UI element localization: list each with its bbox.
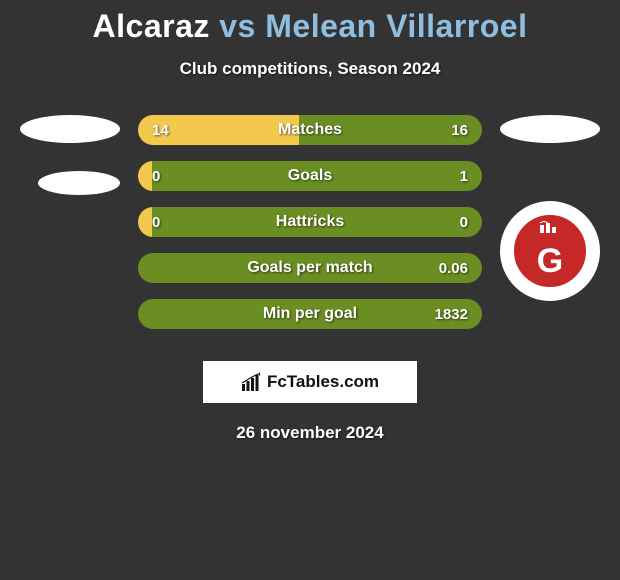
bar-left-segment xyxy=(138,161,152,191)
stat-label: Goals xyxy=(288,167,332,185)
stat-right-value: 16 xyxy=(451,122,468,139)
stat-row: Goals per match 0.06 xyxy=(138,253,482,283)
brand-badge[interactable]: FcTables.com xyxy=(203,361,417,403)
vs-text: vs xyxy=(219,8,256,44)
stat-row: Matches 14 16 xyxy=(138,115,482,145)
main-area: Matches 14 16 Goals 0 1 Hattricks 0 0 Goals per m… xyxy=(0,115,620,345)
stat-row: Hattricks 0 0 xyxy=(138,207,482,237)
comparison-card: Alcaraz vs Melean Villarroel Club compet… xyxy=(0,0,620,443)
stat-left-value: 0 xyxy=(152,168,160,185)
stat-label: Matches xyxy=(278,121,342,139)
brand-chart-icon xyxy=(241,372,261,392)
right-side: G xyxy=(500,115,600,301)
stat-left-value: 0 xyxy=(152,214,160,231)
stat-row: Goals 0 1 xyxy=(138,161,482,191)
team-logo: G xyxy=(500,201,600,301)
left-ellipse-1 xyxy=(20,115,120,143)
stat-left-value: 14 xyxy=(152,122,169,139)
stat-right-value: 0.06 xyxy=(439,260,468,277)
player1-name: Alcaraz xyxy=(93,8,210,44)
left-side xyxy=(20,115,120,223)
bar-left-segment xyxy=(138,207,152,237)
stat-right-value: 1 xyxy=(460,168,468,185)
stat-label: Hattricks xyxy=(276,213,344,231)
team-logo-inner: G xyxy=(511,212,589,290)
logo-letter: G xyxy=(537,242,563,281)
stat-bars: Matches 14 16 Goals 0 1 Hattricks 0 0 Goals per m… xyxy=(138,115,482,345)
player2-name: Melean Villarroel xyxy=(265,8,527,44)
page-title: Alcaraz vs Melean Villarroel xyxy=(0,8,620,45)
stat-right-value: 1832 xyxy=(435,306,468,323)
date-text: 26 november 2024 xyxy=(0,423,620,443)
left-ellipse-2 xyxy=(38,171,120,195)
stat-label: Min per goal xyxy=(263,305,357,323)
logo-building-icon xyxy=(538,221,562,236)
stat-label: Goals per match xyxy=(247,259,372,277)
right-ellipse-1 xyxy=(500,115,600,143)
stat-right-value: 0 xyxy=(460,214,468,231)
brand-text: FcTables.com xyxy=(267,372,379,392)
stat-row: Min per goal 1832 xyxy=(138,299,482,329)
subtitle: Club competitions, Season 2024 xyxy=(0,59,620,79)
